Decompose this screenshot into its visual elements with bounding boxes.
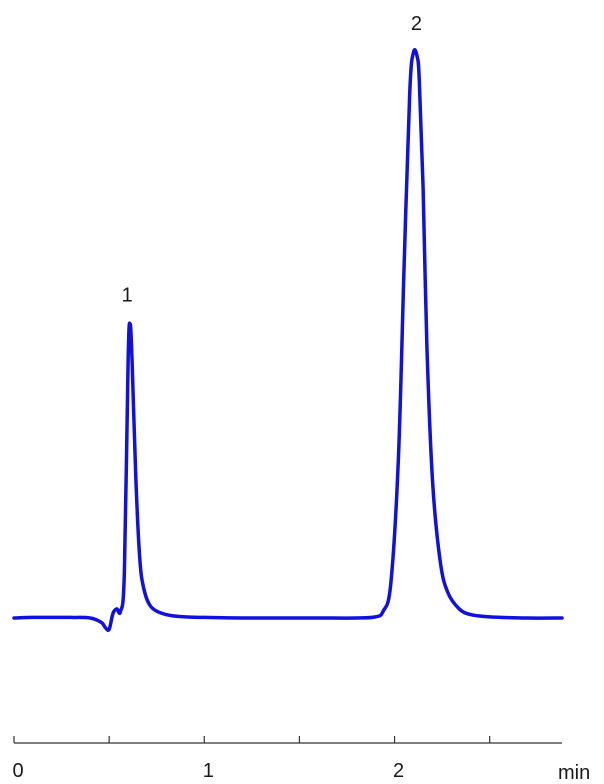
peak-label: 2 bbox=[411, 13, 422, 35]
x-axis-unit-label: min bbox=[558, 762, 590, 784]
x-axis-ticks bbox=[13, 736, 491, 743]
x-axis-tick-label: 1 bbox=[203, 760, 214, 782]
peak-label: 1 bbox=[122, 285, 133, 307]
peak-labels: 12 bbox=[122, 13, 422, 307]
chromatogram-trace bbox=[12, 48, 564, 632]
x-axis-tick-label: 2 bbox=[393, 760, 404, 782]
x-axis-tick-label: 0 bbox=[12, 760, 23, 782]
x-axis-tick-labels: 0 1 2 bbox=[12, 760, 404, 782]
